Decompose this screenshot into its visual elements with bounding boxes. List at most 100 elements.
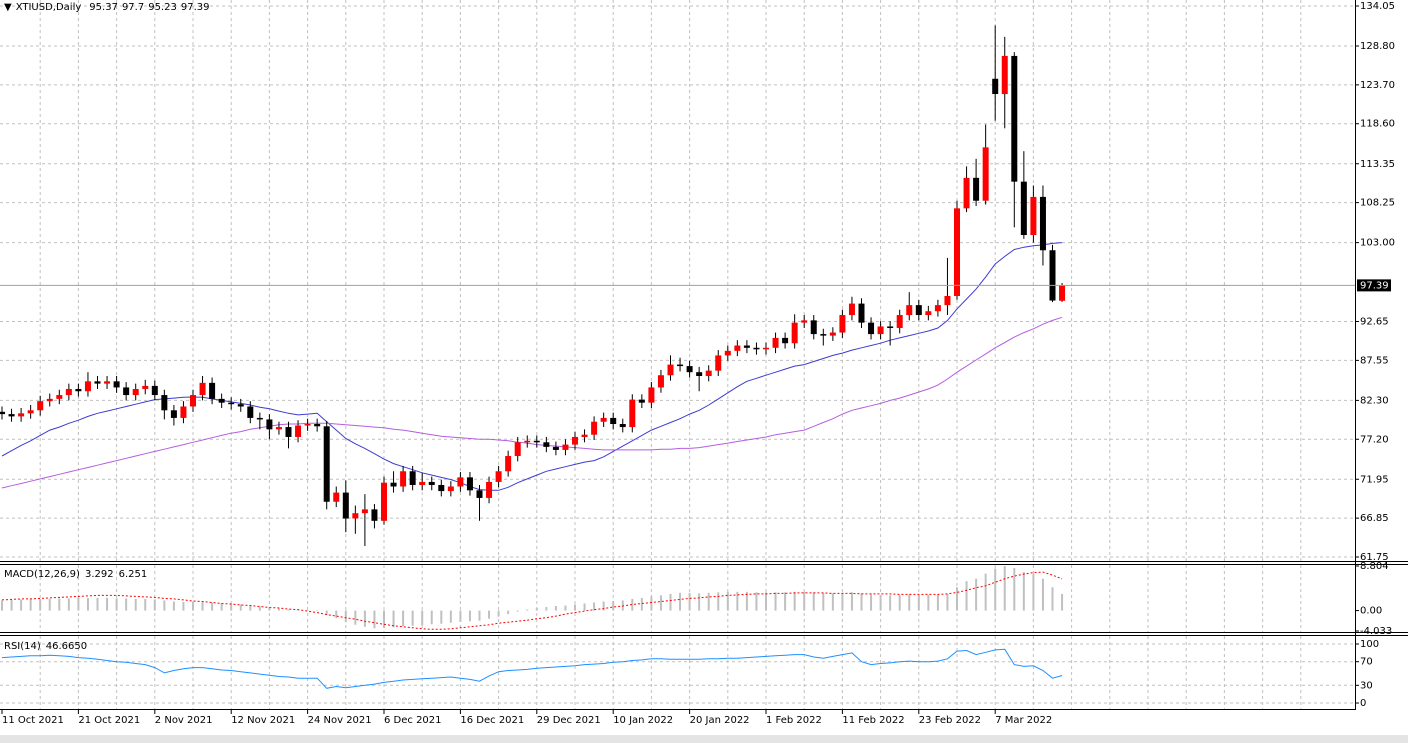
candle-body <box>428 481 435 485</box>
candle-body <box>75 388 82 392</box>
candle-body <box>256 417 263 420</box>
x-tick-label: 11 Feb 2022 <box>842 715 904 726</box>
macd-bar <box>306 610 309 611</box>
macd-bar <box>602 601 605 611</box>
candle-body <box>84 381 91 392</box>
chart-header: ▼ XTIUSD,Daily 95.37 97.7 95.23 97.39 <box>4 2 209 13</box>
macd-bar <box>29 599 32 611</box>
macd-bar <box>994 568 997 611</box>
macd-bar <box>134 598 137 611</box>
macd-bar <box>793 591 796 611</box>
macd-bar <box>86 597 89 611</box>
macd-bar <box>745 591 748 611</box>
candle-body <box>954 208 960 296</box>
macd-bar <box>421 610 424 626</box>
candle-body <box>275 427 282 430</box>
candle-body <box>686 366 693 373</box>
candle-body <box>218 398 225 403</box>
macd-bar <box>688 592 691 611</box>
candle-body <box>906 305 913 316</box>
candle-body <box>285 427 292 437</box>
macd-bar <box>383 610 385 628</box>
macd-bar <box>411 610 414 626</box>
y-tick-label: 77.20 <box>1360 434 1389 445</box>
candle-body <box>992 78 999 95</box>
macd-bar <box>182 601 185 611</box>
candle-body <box>381 482 387 521</box>
macd-bar <box>344 610 347 623</box>
macd-bar <box>211 602 214 611</box>
candle-body <box>266 419 273 430</box>
candle-body <box>572 436 578 445</box>
macd-bar <box>889 595 892 611</box>
macd-bar <box>822 592 825 611</box>
macd-bar <box>459 610 462 622</box>
candle-body <box>0 411 5 415</box>
macd-bar <box>125 598 128 611</box>
candle-body <box>581 434 588 437</box>
candle-body <box>1049 250 1056 301</box>
macd-bar <box>363 610 366 627</box>
macd-bar <box>220 602 223 611</box>
y-tick-label: 87.55 <box>1360 355 1389 366</box>
candle-body <box>533 440 540 443</box>
current-price-box <box>1357 279 1391 292</box>
candle-body <box>848 303 855 316</box>
x-tick-label: 11 Oct 2021 <box>2 715 64 726</box>
candle-body <box>743 345 750 348</box>
candle-body <box>810 320 817 335</box>
candle-body <box>228 402 235 405</box>
macd-bar <box>172 601 175 611</box>
candle-body <box>600 417 607 422</box>
macd-bar <box>659 595 662 611</box>
candle-body <box>734 345 741 351</box>
candle-body <box>295 425 302 437</box>
candle-body <box>705 370 712 377</box>
candle-body <box>868 322 875 335</box>
macd-bar <box>879 594 882 611</box>
candle-body <box>543 442 550 447</box>
x-tick-label: 12 Nov 2021 <box>231 715 295 726</box>
macd-bar <box>58 598 61 611</box>
current-price-label: 97.39 <box>1360 280 1389 291</box>
candle-body <box>667 364 674 376</box>
candle-body <box>677 364 684 367</box>
candle-body <box>1011 55 1018 182</box>
macd-bar <box>936 594 939 611</box>
y-tick-label: 128.80 <box>1360 41 1395 52</box>
candle-body <box>486 481 493 498</box>
x-tick-label: 2 Nov 2021 <box>155 715 213 726</box>
macd-bar <box>1061 593 1064 611</box>
rsi-line <box>1 648 1063 689</box>
candle-body <box>505 456 512 472</box>
macd-bar <box>898 594 901 611</box>
candle-body <box>1039 196 1046 251</box>
ohlc-value: 97.7 <box>122 2 144 13</box>
candle-body <box>782 337 789 344</box>
candle-body <box>524 440 531 443</box>
y-tick-label: 118.60 <box>1360 119 1395 130</box>
candle-body <box>801 320 808 323</box>
candle-body <box>457 477 464 487</box>
macd-bar <box>115 598 118 611</box>
macd-bar <box>316 610 319 612</box>
header-value: 3.292 <box>85 569 114 580</box>
candle-body <box>696 372 703 377</box>
macd-bar <box>564 605 567 611</box>
moving-average <box>1 316 1063 489</box>
candle-body <box>963 177 970 209</box>
macd-bar <box>1032 574 1035 611</box>
macd-bar <box>631 598 634 611</box>
macd-bar <box>1003 566 1006 611</box>
candle-body <box>342 492 349 519</box>
candle-body <box>610 417 617 425</box>
x-tick-label: 23 Feb 2022 <box>919 715 981 726</box>
macd-bar <box>373 610 376 629</box>
panel-frames <box>0 0 1408 710</box>
macd-bar <box>640 597 643 611</box>
candle-body <box>495 471 502 482</box>
macd-bar <box>497 610 500 617</box>
macd-bar <box>335 610 338 619</box>
macd-bar <box>870 594 873 611</box>
